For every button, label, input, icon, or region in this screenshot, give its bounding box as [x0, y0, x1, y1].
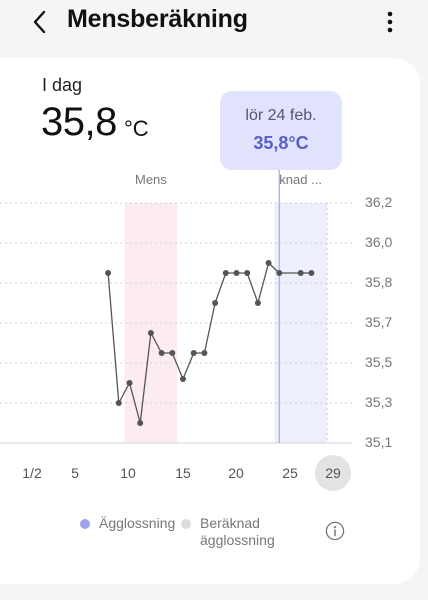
chevron-left-icon — [33, 10, 46, 34]
data-point — [169, 350, 176, 356]
y-tick-label: 35,8 — [365, 274, 392, 290]
selected-day-tooltip: lör 24 feb. 35,8°C — [220, 91, 342, 170]
band-label-predicted: knad ... — [279, 172, 322, 187]
info-icon — [325, 521, 345, 541]
data-point — [158, 350, 165, 356]
temperature-chart[interactable]: Mens knad ... 36,2 36,0 35,8 35,7 35,5 35,3 35,1… — [0, 160, 428, 500]
y-tick-label: 35,3 — [365, 394, 392, 410]
data-point — [212, 300, 219, 306]
y-tick-label: 35,1 — [365, 434, 392, 450]
data-point — [254, 300, 261, 306]
tooltip-value: 35,8°C — [253, 133, 309, 153]
info-button[interactable] — [325, 521, 345, 541]
x-tick-label: 29 — [325, 465, 341, 481]
selected-date-highlight — [315, 455, 351, 491]
chart-card — [0, 58, 420, 584]
today-temperature: 35,8 — [41, 100, 117, 144]
back-button[interactable] — [24, 6, 54, 38]
predicted-ovulation-dot — [181, 519, 191, 529]
legend-predicted-ovulation-label: Beräknad ägglossning — [200, 515, 275, 548]
page-title: Mensberäkning — [67, 5, 248, 33]
data-point — [115, 400, 122, 406]
y-tick-label: 36,2 — [365, 194, 392, 210]
data-point — [147, 330, 154, 336]
data-point — [233, 270, 240, 276]
legend-ovulation: Ägglossning — [80, 515, 176, 532]
today-label: I dag — [42, 75, 83, 95]
legend-predicted-ovulation: Beräknad ägglossning — [181, 515, 280, 549]
ovulation-dot — [80, 519, 90, 529]
data-point — [105, 270, 112, 276]
x-tick-label: 20 — [228, 465, 244, 481]
data-point — [180, 376, 186, 382]
tooltip-date: lör 24 feb. — [245, 107, 317, 124]
band-label-menstruation: Mens — [135, 172, 167, 187]
legend-ovulation-label: Ägglossning — [99, 515, 176, 531]
y-tick-label: 35,7 — [365, 314, 392, 330]
data-point — [190, 350, 197, 356]
data-point — [308, 270, 315, 276]
today-unit: °C — [124, 116, 149, 141]
more-vertical-icon — [387, 11, 393, 33]
data-point — [126, 380, 133, 386]
app-header: Mensberäkning — [0, 0, 428, 50]
x-tick-label: 5 — [71, 465, 79, 481]
data-point — [137, 420, 144, 426]
data-point — [222, 270, 229, 276]
more-options-button[interactable] — [378, 6, 402, 38]
x-tick-label: 15 — [175, 465, 191, 481]
x-tick-label: 10 — [120, 465, 136, 481]
data-point — [276, 270, 283, 276]
y-tick-label: 36,0 — [365, 234, 392, 250]
data-point — [297, 270, 304, 276]
x-tick-label: 1/2 — [22, 465, 42, 481]
x-tick-label: 25 — [282, 465, 298, 481]
data-point — [201, 350, 208, 356]
y-tick-label: 35,5 — [365, 354, 392, 370]
data-point — [265, 260, 272, 266]
data-point — [244, 270, 251, 276]
